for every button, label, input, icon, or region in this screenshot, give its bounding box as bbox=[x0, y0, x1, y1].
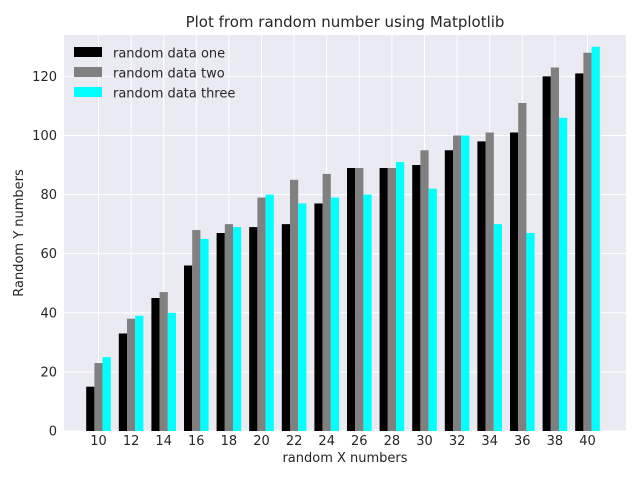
y-tick-label: 0 bbox=[49, 425, 57, 440]
y-tick-label: 40 bbox=[40, 306, 57, 321]
y-axis-label: Random Y numbers bbox=[12, 169, 27, 297]
bar-3 bbox=[591, 46, 600, 432]
bar-1 bbox=[347, 167, 356, 431]
bar-2 bbox=[583, 52, 592, 431]
y-tick-label: 80 bbox=[40, 188, 57, 203]
x-tick-label: 36 bbox=[514, 434, 531, 449]
bar-3 bbox=[493, 224, 502, 431]
bar-2 bbox=[322, 173, 331, 432]
bar-2 bbox=[290, 179, 299, 431]
bar-1 bbox=[477, 141, 486, 431]
legend-label: random data two bbox=[113, 67, 225, 82]
bar-1 bbox=[249, 227, 258, 431]
bar-2 bbox=[420, 150, 429, 432]
x-tick-label: 14 bbox=[155, 434, 172, 449]
x-tick-label: 40 bbox=[579, 434, 596, 449]
x-tick-label: 12 bbox=[123, 434, 140, 449]
x-tick-label: 20 bbox=[253, 434, 270, 449]
bar-2 bbox=[192, 230, 201, 431]
bar-1 bbox=[412, 165, 421, 431]
bar-3 bbox=[363, 194, 372, 431]
y-tick-label: 120 bbox=[32, 70, 57, 85]
bar-2 bbox=[355, 167, 364, 431]
x-tick-label: 18 bbox=[221, 434, 238, 449]
bar-3 bbox=[200, 238, 209, 431]
bars bbox=[86, 46, 600, 432]
y-tick-labels: 0 20 40 60 80 100 120 bbox=[32, 70, 57, 440]
x-tick-labels: 10 12 14 16 18 20 22 24 26 28 30 32 34 36 38 40 bbox=[90, 434, 596, 449]
bar-1 bbox=[575, 73, 584, 431]
x-tick-label: 34 bbox=[481, 434, 498, 449]
x-tick-label: 10 bbox=[90, 434, 107, 449]
bar-1 bbox=[216, 233, 225, 431]
legend: random data one random data two random dat… bbox=[74, 47, 235, 102]
bar-1 bbox=[542, 76, 551, 431]
bar-2 bbox=[453, 135, 462, 432]
bar-3 bbox=[167, 312, 176, 431]
bar-2 bbox=[550, 67, 559, 432]
legend-swatch bbox=[74, 47, 102, 57]
x-tick-label: 24 bbox=[318, 434, 335, 449]
bar-1 bbox=[184, 265, 193, 431]
y-tick-label: 20 bbox=[40, 365, 57, 380]
bar-1 bbox=[118, 333, 127, 431]
x-tick-label: 32 bbox=[449, 434, 466, 449]
bar-2 bbox=[94, 363, 103, 431]
bar-1 bbox=[151, 298, 160, 431]
x-tick-label: 22 bbox=[286, 434, 303, 449]
x-tick-label: 26 bbox=[351, 434, 368, 449]
bar-3 bbox=[135, 315, 144, 431]
y-tick-label: 100 bbox=[32, 129, 57, 144]
bar-1 bbox=[86, 386, 95, 431]
bar-2 bbox=[485, 132, 494, 431]
bar-3 bbox=[298, 203, 307, 431]
bar-2 bbox=[387, 167, 396, 431]
bar-3 bbox=[461, 135, 470, 432]
bar-2 bbox=[159, 292, 168, 431]
bar-3 bbox=[559, 117, 568, 431]
bar-3 bbox=[330, 197, 339, 431]
legend-swatch bbox=[74, 67, 102, 77]
bar-1 bbox=[510, 132, 519, 431]
bar-1 bbox=[444, 150, 453, 432]
legend-label: random data one bbox=[113, 47, 225, 62]
x-axis-label: random X numbers bbox=[282, 451, 407, 466]
bar-1 bbox=[314, 203, 323, 431]
x-tick-label: 16 bbox=[188, 434, 205, 449]
bar-1 bbox=[379, 167, 388, 431]
y-tick-label: 60 bbox=[40, 247, 57, 262]
bar-3 bbox=[428, 188, 437, 431]
chart-title: Plot from random number using Matplotlib bbox=[186, 13, 505, 31]
bar-2 bbox=[224, 224, 233, 431]
x-tick-label: 30 bbox=[416, 434, 433, 449]
x-tick-label: 38 bbox=[547, 434, 564, 449]
bar-3 bbox=[526, 233, 535, 431]
legend-label: random data three bbox=[113, 87, 235, 102]
legend-swatch bbox=[74, 87, 102, 97]
bar-2 bbox=[518, 102, 527, 431]
bar-2 bbox=[127, 318, 136, 431]
bar-3 bbox=[396, 162, 405, 431]
bar-1 bbox=[281, 224, 290, 431]
bar-3 bbox=[102, 357, 111, 431]
bar-3 bbox=[233, 227, 242, 431]
bar-2 bbox=[257, 197, 266, 431]
bar-3 bbox=[265, 194, 274, 431]
x-tick-label: 28 bbox=[384, 434, 401, 449]
